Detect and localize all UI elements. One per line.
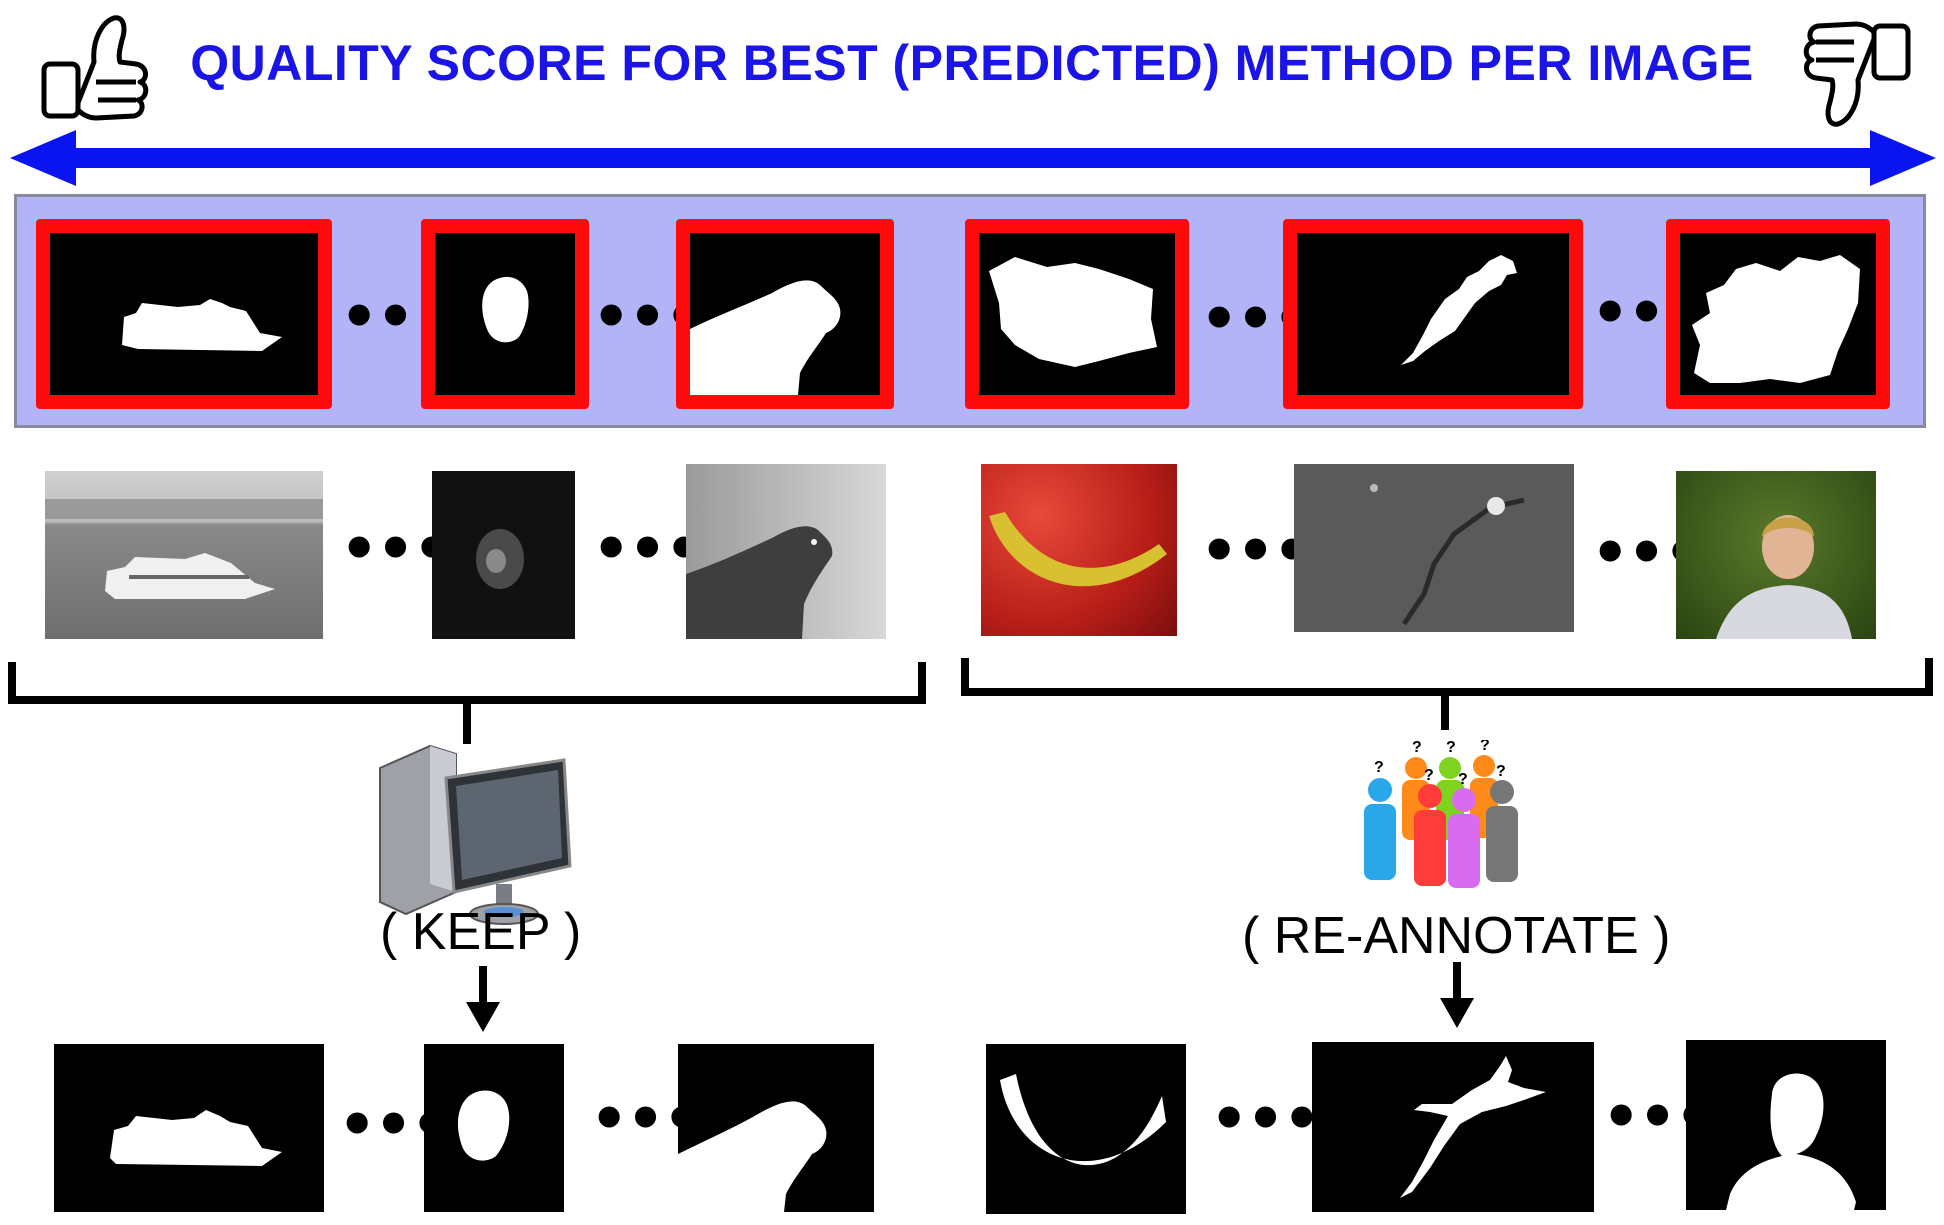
thumbs-down-icon (1796, 10, 1916, 135)
source-image-ship (45, 471, 323, 639)
source-image-banana (981, 464, 1177, 636)
crowd-icon: ???? ??? (1354, 740, 1536, 896)
final-mask-bird (678, 1044, 874, 1212)
predicted-mask-neuron (1283, 219, 1583, 409)
source-image-bird (686, 464, 886, 639)
thumbs-up-icon (36, 10, 156, 125)
svg-text:?: ? (1458, 771, 1468, 788)
predicted-mask-cell (421, 219, 589, 409)
predicted-mask-banana (965, 219, 1189, 409)
source-image-person (1676, 471, 1876, 639)
svg-text:?: ? (1446, 740, 1456, 756)
diagram-title: QUALITY SCORE FOR BEST (PREDICTED) METHO… (190, 35, 1754, 91)
source-image-neuron (1294, 464, 1574, 632)
ellipsis: ••• (1200, 516, 1311, 586)
svg-text:?: ? (1480, 740, 1490, 754)
final-mask-cell (424, 1044, 564, 1212)
down-arrow-icon (1440, 962, 1474, 1028)
keep-group-bracket (8, 660, 928, 744)
quality-scale-arrow (10, 130, 1936, 186)
predicted-mask-bird (676, 219, 894, 409)
ellipsis: ••• (592, 514, 703, 584)
final-mask-neuron (1312, 1042, 1594, 1212)
predicted-mask-person (1666, 219, 1890, 409)
final-mask-person (1686, 1040, 1886, 1210)
svg-text:?: ? (1412, 740, 1422, 756)
source-image-cell (432, 471, 575, 639)
computer-icon (376, 742, 574, 928)
ellipsis: ••• (1210, 1084, 1321, 1154)
final-mask-ship (54, 1044, 324, 1212)
reannotate-label: ( RE-ANNOTATE ) (1242, 907, 1671, 965)
svg-text:?: ? (1424, 767, 1434, 784)
final-mask-banana (986, 1044, 1186, 1214)
reannotate-group-bracket (961, 656, 1935, 744)
down-arrow-icon (466, 966, 500, 1032)
svg-text:?: ? (1374, 759, 1384, 776)
svg-text:?: ? (1496, 763, 1506, 780)
keep-label: ( KEEP ) (380, 903, 582, 961)
predicted-mask-ship (36, 219, 332, 409)
